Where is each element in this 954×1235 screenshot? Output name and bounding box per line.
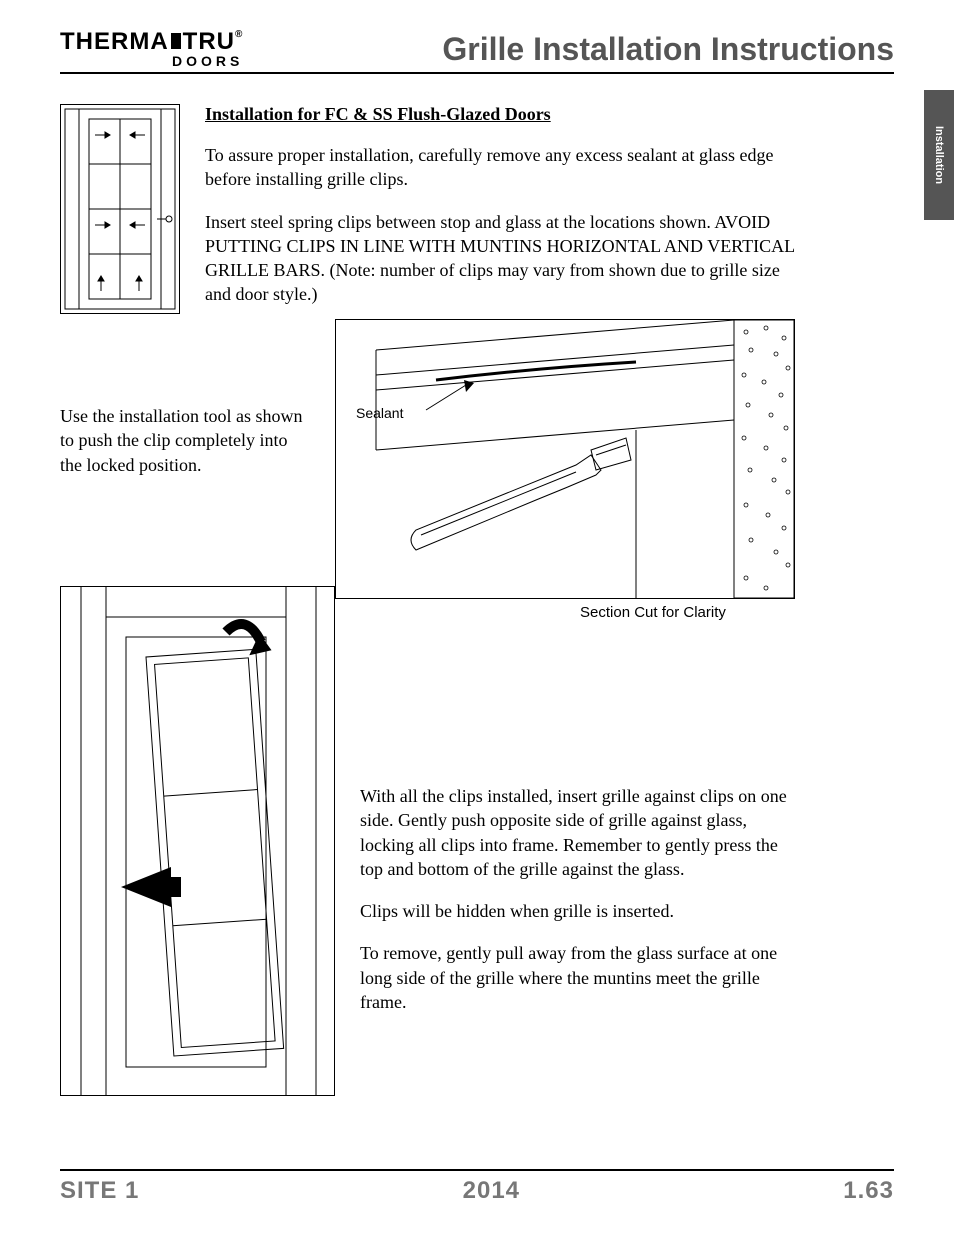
section-heading: Installation for FC & SS Flush-Glazed Do… bbox=[205, 104, 795, 125]
brand-part1: THERMA bbox=[60, 28, 169, 55]
paragraph-2: Insert steel spring clips between stop a… bbox=[205, 210, 795, 307]
sealant-label: Sealant bbox=[356, 405, 403, 421]
brand-sub: DOORS bbox=[60, 54, 243, 68]
footer: SITE 1 2014 1.63 bbox=[60, 1169, 894, 1205]
door-clip-locations-diagram bbox=[60, 104, 180, 314]
tool-instruction-text: Use the installation tool as shown to pu… bbox=[60, 404, 310, 477]
footer-left: SITE 1 bbox=[60, 1177, 139, 1205]
side-tab: Installation bbox=[924, 90, 954, 220]
grille-insertion-diagram bbox=[60, 586, 335, 1096]
section-cut-caption: Section Cut for Clarity bbox=[580, 604, 726, 621]
paragraph-5: To remove, gently pull away from the gla… bbox=[360, 941, 800, 1014]
brand-logo: THERMA TRU® DOORS bbox=[60, 30, 243, 68]
paragraph-1: To assure proper installation, carefully… bbox=[205, 143, 795, 192]
intro-text-block: Installation for FC & SS Flush-Glazed Do… bbox=[205, 104, 795, 325]
footer-right: 1.63 bbox=[843, 1177, 894, 1205]
header: THERMA TRU® DOORS Grille Installation Ins… bbox=[60, 30, 894, 74]
brand-part2: TRU bbox=[183, 28, 235, 55]
paragraph-4: Clips will be hidden when grille is inse… bbox=[360, 899, 800, 923]
paragraph-3: With all the clips installed, insert gri… bbox=[360, 784, 800, 881]
footer-center: 2014 bbox=[463, 1177, 520, 1205]
page-title: Grille Installation Instructions bbox=[442, 31, 894, 68]
content-area: Installation for FC & SS Flush-Glazed Do… bbox=[60, 104, 894, 1124]
section-cut-diagram: Sealant bbox=[335, 319, 795, 599]
lower-text-block: With all the clips installed, insert gri… bbox=[360, 784, 800, 1032]
registered-mark: ® bbox=[235, 29, 243, 40]
